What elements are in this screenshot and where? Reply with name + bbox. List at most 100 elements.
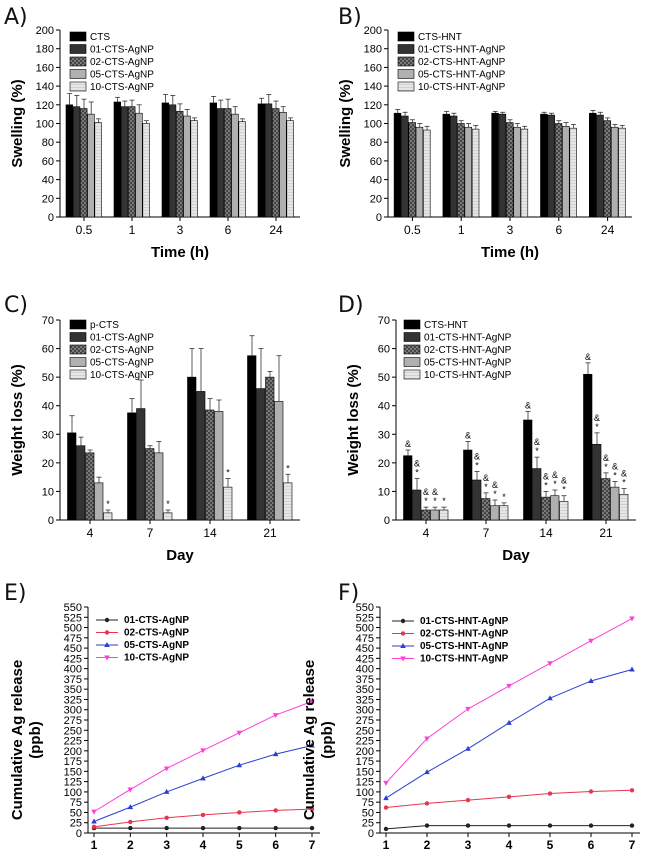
significance-mark-part: &	[432, 487, 438, 497]
y-tick-label: 225	[64, 736, 82, 748]
bar	[588, 112, 597, 218]
bar	[224, 108, 232, 218]
x-axis-title: Day	[190, 854, 218, 856]
bar	[506, 122, 514, 218]
bar	[154, 452, 164, 521]
data-point	[465, 823, 471, 828]
x-tick-label: 1	[129, 223, 136, 237]
bar	[187, 376, 197, 521]
y-tick-label: 0	[384, 515, 390, 527]
data-point	[506, 823, 512, 828]
significance-mark-part: *	[613, 470, 617, 480]
y-tick-label: 200	[356, 746, 374, 758]
bar	[481, 498, 491, 521]
bar	[128, 106, 136, 218]
x-tick-label: 24	[269, 223, 283, 237]
significance-mark: & *	[561, 476, 567, 495]
bar	[94, 482, 104, 521]
significance-mark-part: *	[622, 478, 626, 488]
y-tick-label: 50	[362, 807, 374, 819]
y-tick-label: 225	[356, 736, 374, 748]
data-point	[424, 801, 430, 806]
x-tick-label: 1	[458, 223, 465, 237]
data-point	[547, 791, 553, 796]
legend-label: CTS-HNT	[418, 32, 462, 43]
data-point	[506, 683, 512, 689]
data-point	[424, 823, 430, 828]
bar	[457, 123, 465, 218]
y-tick-label: 100	[64, 787, 82, 799]
x-tick-label: 21	[599, 526, 613, 540]
significance-mark-part: *	[535, 446, 539, 456]
y-tick-label: 80	[370, 137, 382, 149]
bar	[135, 112, 143, 218]
bar	[127, 412, 137, 521]
bar	[498, 113, 507, 218]
bar	[67, 432, 77, 521]
panel-label: C)	[4, 293, 28, 318]
y-tick-label: 525	[356, 612, 374, 624]
legend-label: 01-CTS-HNT-AgNP	[418, 45, 506, 56]
significance-mark: & *	[621, 469, 627, 488]
y-tick-label: 120	[36, 100, 54, 112]
x-tick-label: 4	[87, 526, 94, 540]
bar	[265, 376, 275, 521]
y-tick-label: 0	[368, 828, 374, 840]
bar	[540, 113, 548, 218]
bar	[463, 449, 473, 521]
legend-swatch	[403, 344, 421, 355]
significance-mark-part: *	[415, 468, 419, 478]
legend-label: 02-CTS-HNT-AgNP	[418, 57, 506, 68]
bar	[541, 496, 551, 521]
significance-mark-part: *	[562, 485, 566, 495]
y-tick-label: 75	[362, 797, 374, 809]
x-tick-label: 24	[601, 223, 615, 237]
y-axis-title: Swelling (%)	[337, 79, 354, 167]
bar	[176, 111, 184, 218]
bar	[554, 123, 563, 218]
data-point	[200, 775, 206, 781]
bar	[596, 114, 604, 218]
panel-0: A) 0 20 40 60 80 100 120 140 160 180 200 Time (h) Swe…	[4, 5, 300, 261]
y-axis-title: Cumulative Ag release(ppb)	[9, 660, 44, 820]
y-tick-label: 40	[42, 401, 54, 413]
y-tick-label: 475	[356, 633, 374, 645]
significance-mark: *	[166, 499, 170, 509]
y-tick-label: 140	[364, 81, 382, 93]
x-tick-label: 14	[203, 526, 217, 540]
panel-label: B)	[338, 5, 362, 30]
bar	[113, 101, 121, 218]
data-point	[91, 824, 97, 830]
legend-marker	[104, 617, 110, 623]
legend-swatch	[403, 369, 421, 380]
legend-label: 05-CTS-HNT-AgNP	[418, 70, 506, 81]
bar	[520, 128, 529, 218]
x-tick-label: 21	[263, 526, 277, 540]
data-point	[309, 806, 315, 812]
y-tick-label: 550	[356, 602, 374, 614]
y-tick-label: 160	[364, 62, 382, 74]
x-tick-label: 6	[272, 838, 279, 852]
legend-label: 05-CTS-HNT-AgNP	[424, 358, 512, 369]
y-tick-label: 60	[378, 344, 390, 356]
y-tick-label: 300	[64, 705, 82, 717]
data-point	[91, 809, 97, 815]
y-tick-label: 120	[364, 100, 382, 112]
bar	[163, 512, 173, 521]
x-tick-label: 7	[629, 838, 636, 852]
legend-label: 10-CTS-HNT-AgNP	[418, 82, 506, 93]
data-point	[128, 819, 133, 825]
legend-swatch	[397, 31, 415, 42]
x-axis-title: Day	[166, 547, 194, 564]
significance-mark-part: &	[603, 453, 609, 463]
significance-mark-part: *	[433, 496, 437, 506]
legend-swatch	[69, 369, 87, 380]
bar	[403, 455, 413, 521]
legend-label: 05-CTS-AgNP	[124, 640, 189, 651]
y-tick-label: 175	[64, 756, 82, 768]
significance-mark-part: &	[414, 459, 420, 469]
significance-mark-part: &	[492, 480, 498, 490]
bar	[559, 501, 569, 521]
bar	[471, 128, 480, 218]
